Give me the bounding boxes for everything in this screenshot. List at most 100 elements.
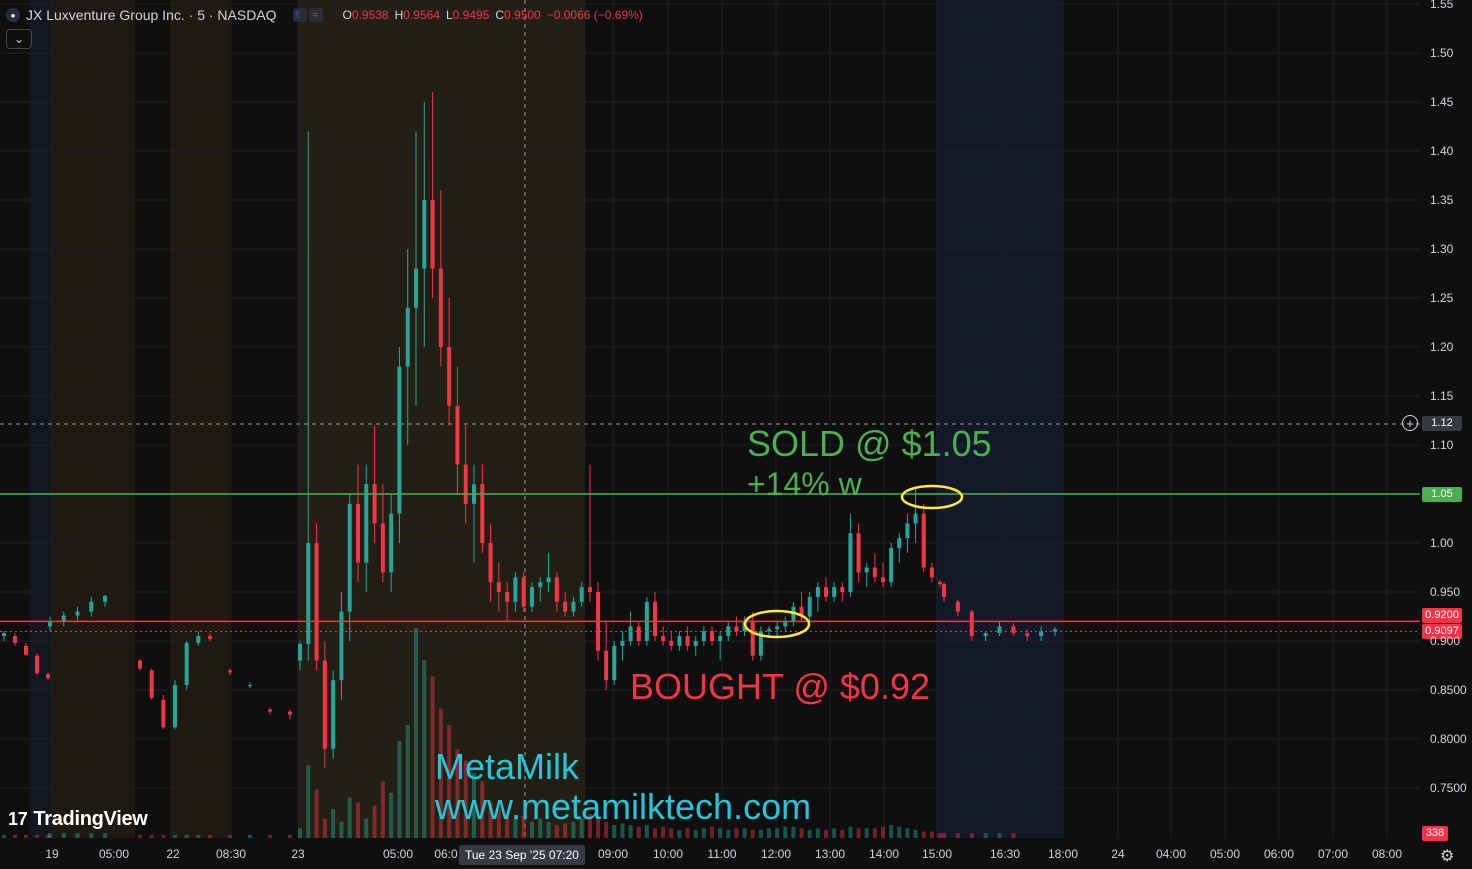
- candle-body: [521, 577, 526, 607]
- candle-body: [969, 611, 974, 637]
- candle-body: [505, 592, 510, 602]
- price-axis-label: 1.20: [1430, 340, 1454, 354]
- candle-body: [161, 699, 166, 728]
- candle-body: [248, 685, 252, 687]
- candle-body: [750, 621, 755, 656]
- volume-bar: [24, 834, 28, 838]
- candle-body: [331, 680, 336, 749]
- time-axis-label: 13:00: [814, 847, 846, 861]
- chart-header: ● JX Luxventure Group Inc. · 5 · NASDAQ …: [6, 5, 643, 25]
- volume-bar: [710, 826, 714, 838]
- volume-bar: [669, 828, 674, 838]
- volume-bar: [298, 828, 302, 838]
- volume-bar: [942, 833, 946, 838]
- volume-bar: [815, 828, 820, 838]
- volume-bar: [173, 834, 177, 838]
- settings-gear-icon[interactable]: ⚙: [1440, 848, 1455, 865]
- candle-body: [856, 533, 861, 573]
- candle-body: [1053, 629, 1057, 632]
- ohlc-value: 0.9564: [403, 8, 440, 22]
- candle-body: [807, 596, 812, 617]
- candle-body: [414, 268, 418, 308]
- price-axis-label: 1.15: [1430, 389, 1454, 403]
- watermark-url: www.metamilktech.com: [435, 786, 812, 827]
- volume-bar: [644, 825, 649, 838]
- volume-bar: [677, 829, 682, 838]
- collapse-legend-button[interactable]: ⌄: [6, 29, 32, 49]
- volume-bar: [571, 821, 576, 838]
- volume-bar: [530, 821, 534, 838]
- candle-body: [208, 636, 212, 640]
- volume-bars: [2, 628, 1016, 838]
- volume-bar: [331, 808, 336, 838]
- volume-bar: [314, 789, 319, 838]
- moon-icon[interactable]: ☾: [292, 8, 307, 22]
- candle-body: [554, 577, 559, 602]
- volume-bar: [75, 833, 80, 838]
- candle-body: [149, 670, 154, 698]
- volume-bar: [872, 828, 877, 838]
- ohlc-key: H: [394, 8, 404, 22]
- price-axis-label: 1.45: [1430, 95, 1454, 109]
- volume-bar: [824, 829, 828, 838]
- time-axis-label: 16:30: [989, 847, 1021, 861]
- time-axis-label: 05:00: [382, 847, 414, 861]
- volume-bar: [832, 828, 837, 838]
- volume-bar: [228, 834, 232, 838]
- candle-body: [1039, 631, 1044, 637]
- candle-body: [897, 538, 902, 548]
- ohlc-key: C: [495, 8, 505, 22]
- candle-body: [196, 636, 201, 643]
- ohlc-value: 0.9500: [504, 8, 541, 22]
- ohlc-item: C0.9500: [495, 8, 540, 22]
- volume-bar: [138, 834, 142, 838]
- volume-bar: [306, 765, 311, 838]
- time-axis-label: 07:00: [1317, 847, 1349, 861]
- jx-logo-icon: ●: [6, 8, 20, 22]
- volume-bar: [347, 797, 352, 838]
- time-axis-label: 14:00: [868, 847, 900, 861]
- candle-body: [173, 685, 177, 728]
- candle-body: [815, 587, 820, 597]
- candle-body: [872, 567, 877, 578]
- volume-bar: [905, 828, 910, 838]
- tradingview-logo[interactable]: 17 TradingView: [8, 808, 148, 831]
- wave-icon[interactable]: ≈: [308, 8, 323, 22]
- entry-highlight-circle: [743, 609, 811, 639]
- candle-body: [298, 643, 302, 661]
- time-axis-label: 22: [166, 847, 180, 861]
- price-axis-label: 1.55: [1430, 0, 1454, 11]
- candle-body: [913, 513, 918, 524]
- time-axis-label: 06:0: [434, 847, 458, 861]
- exit-highlight-circle: [900, 484, 964, 510]
- candle-body: [848, 533, 853, 592]
- add-alert-icon[interactable]: +: [1402, 415, 1418, 431]
- time-axis-label: 24: [1111, 847, 1125, 861]
- price-axis-label: 1.30: [1430, 242, 1454, 256]
- candle-body: [372, 484, 377, 524]
- candle-body: [612, 645, 617, 681]
- ohlc-value: −0.0066 (−0.69%): [546, 8, 643, 22]
- candle-body: [832, 587, 837, 597]
- candle-body: [103, 595, 107, 602]
- symbol-title[interactable]: JX Luxventure Group Inc. · 5 · NASDAQ: [26, 7, 277, 23]
- volume-bar: [889, 825, 894, 838]
- volume-bar: [969, 833, 974, 838]
- last-price-tag: 0.9097: [1422, 624, 1462, 639]
- volume-bar: [161, 834, 166, 838]
- candle-body: [636, 626, 641, 641]
- volume-bar: [46, 834, 50, 838]
- volume-bar: [693, 829, 698, 838]
- volume-bar: [430, 676, 435, 838]
- time-axis-label: 05:00: [1209, 847, 1241, 861]
- candle-body: [184, 642, 189, 686]
- volume-bar: [653, 828, 657, 838]
- volume-bar: [48, 833, 52, 838]
- time-axis-label: 15:00: [921, 847, 953, 861]
- candle-body: [35, 655, 39, 674]
- time-axis-label: 19: [45, 847, 59, 861]
- candle-body: [2, 633, 6, 637]
- volume-bar: [496, 808, 501, 838]
- volume-bar: [791, 826, 796, 838]
